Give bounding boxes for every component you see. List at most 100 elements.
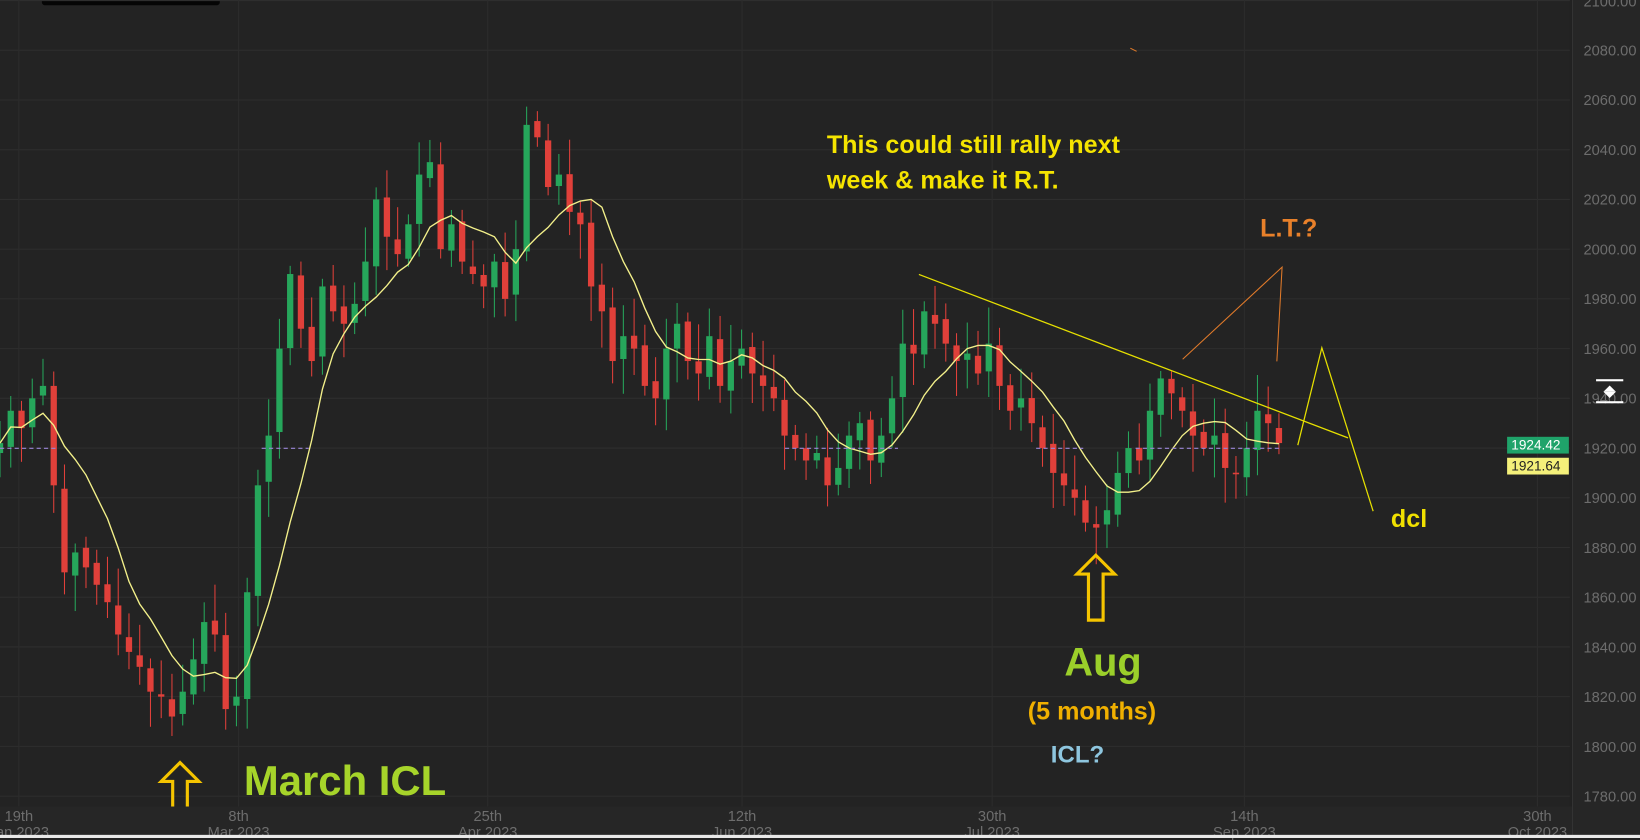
candle-body (147, 668, 154, 692)
candle-body (716, 339, 724, 386)
candle-body (416, 174, 423, 224)
candle-body (265, 435, 272, 482)
x-tick-day: 12th (727, 807, 757, 825)
candle-body (974, 355, 982, 374)
candle-body (82, 547, 90, 568)
candle-body (641, 345, 648, 386)
candle-body (921, 311, 928, 355)
candle-body (104, 584, 111, 603)
candle-body (566, 174, 573, 212)
rally-note-line-2: week & make it R.T. (826, 166, 1059, 195)
candle-body (276, 348, 283, 433)
candle-body (1050, 443, 1057, 473)
up-arrow-icon (1073, 552, 1119, 622)
candle-body (1179, 397, 1186, 411)
candle-body (663, 348, 670, 400)
candle-body (1136, 447, 1143, 461)
aug-label: Aug (1064, 641, 1142, 686)
candle-body (351, 303, 358, 323)
candle-body (29, 398, 36, 428)
candle-body (953, 345, 960, 362)
last-price-label: 1924.42 (1507, 436, 1569, 454)
candle-body (749, 347, 756, 374)
ma-value-label: 1921.64 (1507, 457, 1569, 475)
stray-mark (1130, 47, 1137, 52)
candle-body (996, 345, 1003, 386)
candle-body (1168, 378, 1175, 394)
price-axis[interactable]: 2100.00 2080.00 2060.00 2040.00 2020.00 2000.… (1571, 0, 1640, 838)
candle-body (1200, 431, 1207, 449)
candle-body (942, 319, 949, 344)
candle-body (1071, 489, 1078, 498)
candle-body (792, 434, 799, 449)
candle-body (405, 224, 412, 259)
candle-body (1125, 448, 1132, 474)
candle-body (802, 448, 810, 461)
candle-body (158, 694, 165, 697)
candlestick-chart[interactable] (0, 0, 1570, 807)
y-tick-label: 2040.00 (1583, 141, 1637, 159)
y-tick-label: 1880.00 (1583, 539, 1637, 556)
candle-body (480, 274, 487, 287)
x-tick-day: 30th (1523, 807, 1552, 825)
candle-body (190, 659, 197, 695)
candle-body (1189, 411, 1197, 436)
candle-body (1093, 524, 1100, 528)
candle-body (211, 620, 219, 635)
candle-body (910, 344, 917, 354)
candle-body (1146, 410, 1154, 460)
candle-body (652, 381, 659, 399)
candle-body (426, 162, 434, 179)
candle-body (609, 307, 616, 362)
x-tick-day: 8th (228, 807, 249, 825)
candle-body (620, 336, 627, 360)
candle-body (254, 485, 262, 596)
candle-body (738, 348, 745, 366)
candle-body (673, 323, 681, 349)
candle-body (1082, 500, 1089, 523)
icl-question-label: ICL? (1050, 740, 1105, 768)
y-tick-label: 2100.00 (1583, 0, 1637, 9)
candle-body (759, 375, 767, 386)
candle-body (781, 399, 788, 436)
candle-body (512, 249, 520, 295)
y-tick-label: 1780.00 (1583, 787, 1637, 805)
candle-body (50, 385, 57, 486)
candle-body (233, 696, 240, 706)
dcl-projection-lines (1297, 345, 1374, 512)
bottom-border (0, 834, 1640, 838)
candle-body (523, 124, 530, 252)
candle-body (544, 140, 552, 188)
drag-handle-icon[interactable] (1594, 377, 1625, 406)
candle-body (706, 336, 713, 377)
candle-body (1060, 473, 1068, 486)
candle-body (448, 224, 455, 251)
candle-body (373, 199, 380, 267)
x-tick-day: 25th (473, 807, 502, 825)
candle-body (1232, 472, 1240, 475)
candle-body (501, 262, 509, 299)
candle-body (1275, 428, 1283, 444)
candle-body (856, 423, 863, 441)
lt-label: L.T.? (1260, 214, 1318, 244)
candle-body (394, 239, 401, 255)
x-tick-day: 14th (1230, 807, 1259, 825)
candle-body (899, 343, 906, 398)
candle-body (125, 637, 133, 652)
candle-body (598, 284, 605, 312)
candle-body (287, 274, 294, 349)
candle-body (1039, 427, 1046, 449)
candle-body (1243, 448, 1250, 478)
candle-body (330, 285, 337, 312)
candle-body (1028, 398, 1035, 424)
candle-body (93, 562, 100, 585)
candle-body (985, 343, 992, 372)
moving-average-line (0, 198, 1280, 680)
candle-body (308, 326, 315, 362)
y-tick-label: 2000.00 (1583, 240, 1637, 258)
candle-body (577, 212, 584, 225)
y-tick-label: 2080.00 (1583, 41, 1637, 59)
x-tick-day: 30th (977, 807, 1007, 825)
y-tick-label: 1840.00 (1583, 638, 1637, 656)
